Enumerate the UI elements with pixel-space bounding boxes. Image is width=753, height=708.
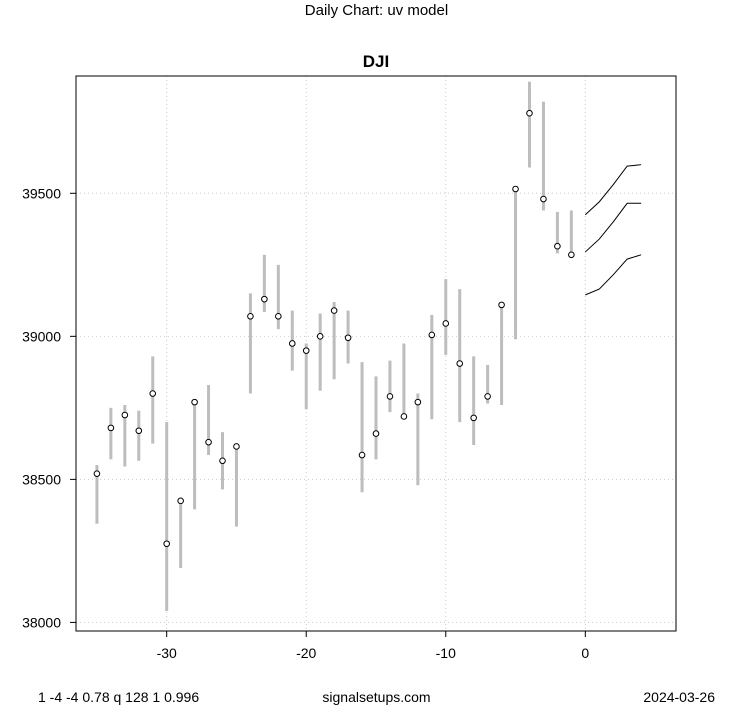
close-point — [456, 360, 464, 367]
close-point — [358, 451, 366, 459]
close-point — [233, 443, 240, 450]
close-point — [344, 334, 352, 342]
x-tick-label: -30 — [157, 645, 177, 661]
close-point — [302, 347, 310, 354]
close-point — [247, 313, 254, 320]
plot-frame — [75, 75, 677, 632]
close-point — [442, 320, 450, 327]
chart-suptitle: Daily Chart: uv model — [304, 2, 449, 19]
close-point — [568, 251, 575, 259]
close-point — [107, 424, 115, 432]
forecast-line-lower — [585, 254, 642, 296]
y-tick-label: 39000 — [22, 328, 61, 344]
close-point — [386, 393, 394, 400]
close-point — [400, 413, 408, 420]
range-bars-layer — [95, 81, 573, 611]
close-point — [219, 457, 226, 465]
forecast-lines-layer — [584, 164, 642, 296]
x-tick-label: -20 — [296, 645, 316, 661]
close-point — [149, 390, 157, 397]
close-point — [191, 398, 198, 406]
close-point — [414, 398, 422, 406]
close-point — [428, 331, 436, 339]
close-point — [372, 430, 380, 437]
close-point — [288, 340, 296, 347]
grid-layer — [76, 76, 676, 631]
close-point — [526, 109, 533, 117]
close-point — [330, 307, 338, 314]
close-point — [275, 313, 282, 320]
y-tick-label: 39500 — [22, 185, 61, 201]
close-point — [261, 295, 268, 303]
y-tick-label: 38000 — [22, 614, 61, 630]
close-points-layer — [93, 109, 575, 548]
close-point — [316, 333, 324, 340]
close-point — [554, 242, 561, 250]
close-point — [135, 427, 143, 435]
close-point — [163, 540, 170, 548]
chart-title: DJI — [363, 52, 389, 71]
close-point — [470, 414, 477, 422]
close-point — [205, 438, 212, 446]
forecast-line-upper — [584, 164, 642, 216]
close-point — [498, 301, 505, 309]
y-tick-label: 38500 — [22, 471, 61, 487]
close-point — [512, 185, 519, 193]
close-point — [177, 497, 184, 505]
forecast-line-middle — [584, 202, 642, 253]
close-point — [121, 411, 129, 419]
x-tick-label: 0 — [581, 645, 589, 661]
footer-date: 2024-03-26 — [643, 689, 715, 705]
close-point — [93, 470, 101, 477]
x-tick-label: -10 — [436, 645, 456, 661]
close-point — [484, 393, 491, 400]
axes-layer: -30 -20 -10 0 38000 38500 39000 39500 — [22, 185, 589, 661]
close-point — [540, 195, 547, 203]
footer-model-params: 1 -4 -4 0.78 q 128 1 0.996 — [38, 689, 200, 705]
footer-site: signalsetups.com — [322, 689, 431, 705]
